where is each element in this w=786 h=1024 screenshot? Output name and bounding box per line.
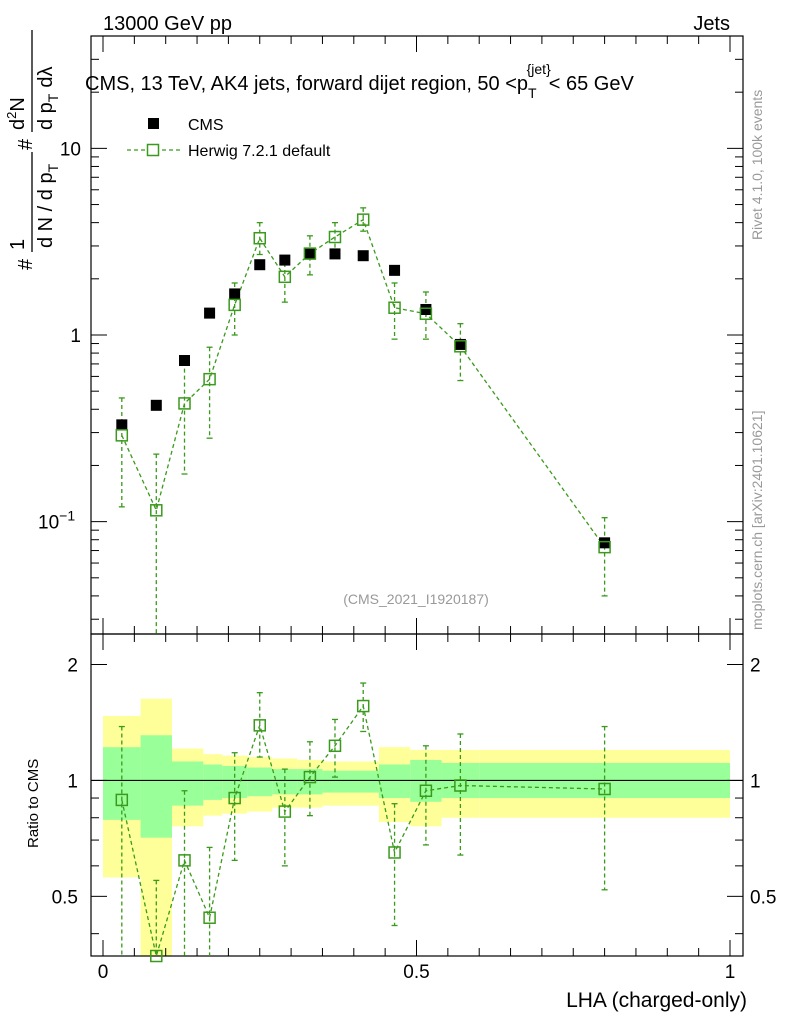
mcplots-info: mcplots.cern.ch [arXiv:2401.10621] <box>749 411 765 630</box>
ratio-line <box>121 704 605 957</box>
legend-mc-label: Herwig 7.2.1 default <box>188 143 331 160</box>
mc-point <box>115 429 129 442</box>
mc-point <box>454 340 467 353</box>
band-inner <box>203 764 223 800</box>
ratio-y-tick-label: 0.5 <box>52 887 78 908</box>
cms-point <box>254 259 266 271</box>
ratio-point <box>303 770 317 784</box>
svg-text:#: # <box>15 138 37 150</box>
x-axis-label: LHA (charged-only) <box>566 989 747 1012</box>
y-tick-label: 1 <box>70 326 81 347</box>
ratio-point <box>454 779 467 792</box>
mc-point <box>203 372 216 386</box>
ratio-y-tick-label: 1 <box>67 771 78 792</box>
svg-text:#: # <box>15 258 37 270</box>
ratio-point <box>253 719 266 732</box>
ratio-point <box>278 805 292 818</box>
cms-point <box>279 254 291 266</box>
ratio-point <box>328 739 342 753</box>
header-left: 13000 GeV pp <box>103 13 232 35</box>
ratio-y-tick-label-right: 0.5 <box>750 887 776 908</box>
mc-point <box>388 301 401 314</box>
ratio-panel: 0 0.5 1 0.5 0.5 1 1 2 2 <box>52 633 776 983</box>
band-inner <box>347 770 379 793</box>
cms-point <box>304 248 316 260</box>
cms-point <box>116 419 128 431</box>
x-tick-label: 0 <box>98 962 109 983</box>
ratio-y-axis-label: Ratio to CMS <box>25 759 42 848</box>
ratio-bands <box>103 698 730 956</box>
svg-text:1: 1 <box>7 239 29 250</box>
ratio-point <box>388 846 401 859</box>
x-tick-label: 0.5 <box>403 962 429 983</box>
band-inner <box>140 735 172 838</box>
cms-point <box>229 288 241 300</box>
cms-point <box>204 307 216 319</box>
cms-point <box>599 537 611 549</box>
y-tick-label: 10−1 <box>38 508 75 534</box>
ratio-point <box>203 911 216 924</box>
ratio-point <box>419 784 433 798</box>
mc-point <box>356 213 370 226</box>
plot-title: CMS, 13 TeV, AK4 jets, forward dijet reg… <box>85 61 634 101</box>
ratio-point <box>228 791 241 805</box>
mc-point <box>328 230 342 244</box>
rivet-info: Rivet 4.1.0, 100k events <box>749 90 765 240</box>
title-main: CMS, 13 TeV, AK4 jets, forward dijet reg… <box>85 61 634 101</box>
ratio-y-tick-label: 2 <box>67 655 78 676</box>
main-y-axis-label: # 1 d N / d pT # d2N d pTdλ <box>4 30 61 270</box>
ratio-point <box>356 699 370 713</box>
mc-point <box>150 504 163 517</box>
cms-point <box>357 250 369 262</box>
legend-data-label: CMS <box>188 117 224 134</box>
band-inner <box>378 764 411 799</box>
header-right: Jets <box>693 13 730 35</box>
band-inner <box>171 761 204 806</box>
band-inner <box>322 770 348 793</box>
svg-text:d2N: d2N <box>4 97 29 130</box>
ratio-point <box>598 782 611 796</box>
cms-point <box>329 248 341 260</box>
y-tick-label: 10 <box>60 139 81 160</box>
mc-point <box>598 540 611 554</box>
ratio-y-tick-label-right: 1 <box>750 771 761 792</box>
analysis-watermark: (CMS_2021_I1920187) <box>343 591 489 607</box>
mc-point <box>228 298 241 312</box>
mc-line <box>121 218 606 548</box>
legend: CMS Herwig 7.2.1 default <box>127 117 331 160</box>
svg-text:d pTdλ: d pTdλ <box>35 67 61 131</box>
main-panel: 10−1 1 10 <box>38 35 744 635</box>
mc-point <box>303 247 317 260</box>
legend-mc-marker <box>146 143 160 157</box>
band-inner <box>247 767 273 797</box>
cms-point <box>389 264 401 276</box>
mc-point <box>178 397 191 410</box>
cms-point <box>150 399 162 411</box>
ratio-point <box>178 854 191 867</box>
legend-data-marker <box>148 118 159 129</box>
x-tick-label: 1 <box>725 962 736 983</box>
cms-point <box>420 303 432 315</box>
ratio-y-tick-label-right: 2 <box>750 655 761 676</box>
ratio-point <box>150 949 163 963</box>
cms-point <box>454 338 466 350</box>
ratio-point <box>115 793 129 807</box>
cms-point <box>179 355 191 367</box>
mc-point <box>419 307 433 320</box>
svg-text:d N / d pT: d N / d pT <box>35 163 61 248</box>
mc-point <box>253 231 266 245</box>
mc-point <box>278 270 292 284</box>
